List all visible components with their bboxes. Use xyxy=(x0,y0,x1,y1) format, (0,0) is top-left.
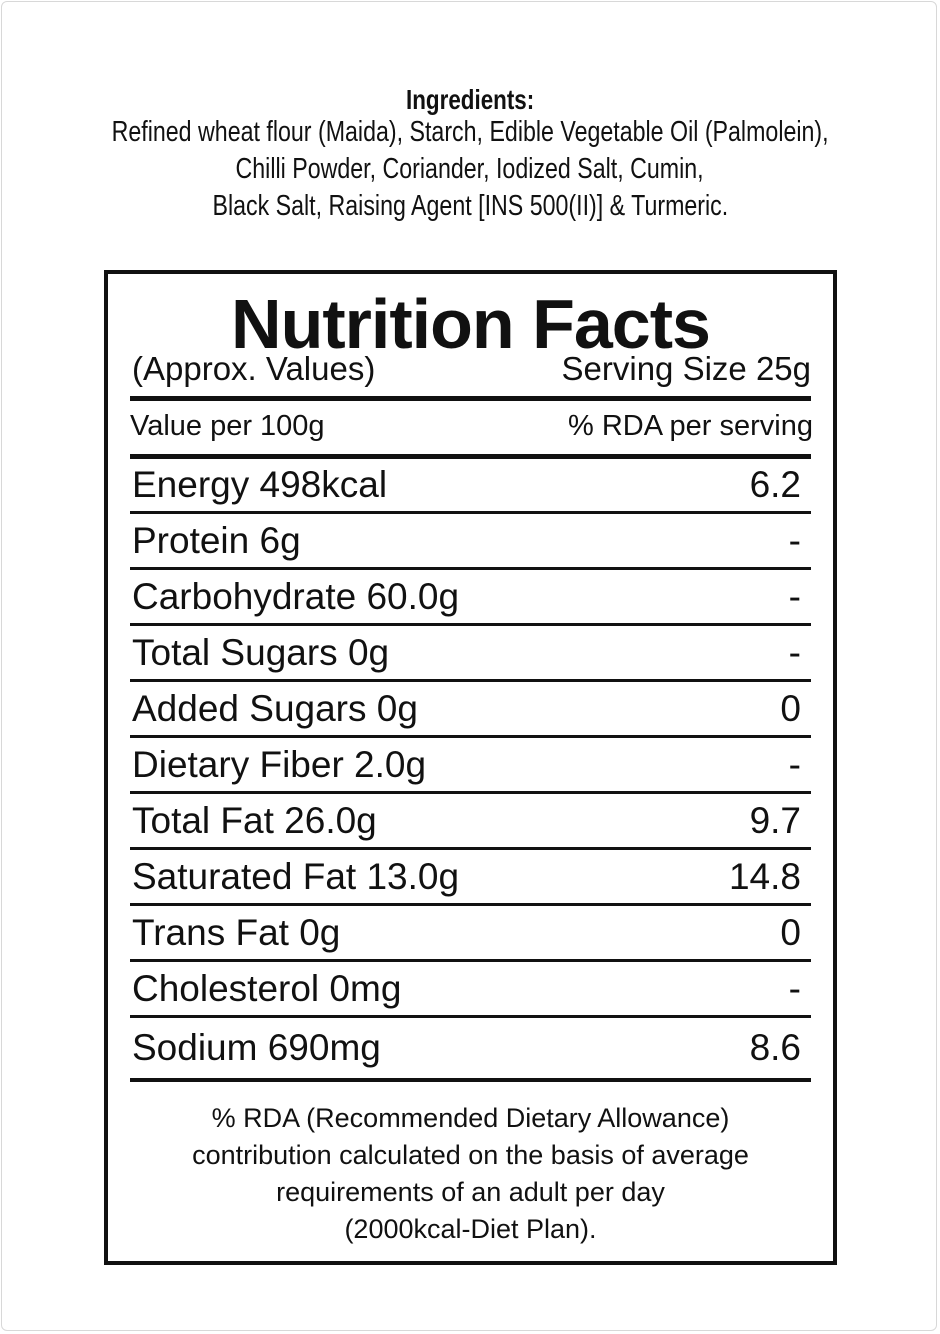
footnote-line: (2000kcal-Diet Plan). xyxy=(344,1214,597,1244)
column-header: Value per 100g % RDA per serving xyxy=(130,410,813,443)
column-header-value: Value per 100g xyxy=(130,410,325,442)
approx-values-label: (Approx. Values) xyxy=(132,350,376,387)
nutrition-title: Nutrition Facts xyxy=(231,285,711,363)
table-row: Saturated Fat 13.0g 14.8 xyxy=(130,850,811,906)
nutrient-label: Saturated Fat 13.0g xyxy=(132,855,460,897)
nutrient-rda: 8.6 xyxy=(749,1027,801,1068)
nutrition-facts-panel: Nutrition Facts (Approx. Values) Serving… xyxy=(104,270,837,1265)
nutrient-label: Trans Fat 0g xyxy=(132,911,341,953)
nutrient-rda: 0 xyxy=(780,911,801,953)
nutrient-label: Dietary Fiber 2.0g xyxy=(132,743,427,785)
nutrient-label: Sodium 690mg xyxy=(132,1027,381,1068)
divider-thick xyxy=(130,454,811,459)
column-header-rda: % RDA per serving xyxy=(568,410,813,442)
rda-footnote: % RDA (Recommended Dietary Allowance) co… xyxy=(108,1100,833,1248)
footnote-line: requirements of an adult per day xyxy=(276,1177,665,1207)
ingredients-text: Black Salt, Raising Agent [INS 500(II)] … xyxy=(212,190,728,222)
table-row: Cholesterol 0mg - xyxy=(130,962,811,1018)
nutrient-label: Total Sugars 0g xyxy=(132,631,390,673)
nutrient-label: Energy 498kcal xyxy=(132,463,388,505)
nutrient-label: Carbohydrate 60.0g xyxy=(132,575,460,617)
table-row: Carbohydrate 60.0g - xyxy=(130,570,811,626)
ingredients-line: Refined wheat flour (Maida), Starch, Edi… xyxy=(0,116,940,149)
nutrient-rda: 14.8 xyxy=(728,855,801,897)
nutrient-rda: - xyxy=(788,631,801,673)
footnote-line: contribution calculated on the basis of … xyxy=(192,1140,749,1170)
serving-size: Serving Size 25g xyxy=(561,350,811,387)
nutrient-table: Energy 498kcal 6.2 Protein 6g - Carbohydra… xyxy=(130,458,811,1082)
table-row: Protein 6g - xyxy=(130,514,811,570)
nutrient-rda: 0 xyxy=(780,687,801,729)
nutrient-label: Cholesterol 0mg xyxy=(132,967,402,1009)
nutrient-rda: - xyxy=(788,575,801,617)
ingredients-line: Black Salt, Raising Agent [INS 500(II)] … xyxy=(0,190,940,223)
nutrient-label: Protein 6g xyxy=(132,519,301,561)
ingredients-text: Refined wheat flour (Maida), Starch, Edi… xyxy=(111,116,829,148)
divider-thick xyxy=(130,396,811,401)
nutrient-rda: - xyxy=(788,743,801,785)
table-row: Trans Fat 0g 0 xyxy=(130,906,811,962)
serving-info: (Approx. Values) Serving Size 25g xyxy=(132,350,811,388)
table-row: Energy 498kcal 6.2 xyxy=(130,458,811,514)
nutrient-rda: 9.7 xyxy=(749,799,801,841)
nutrient-label: Added Sugars 0g xyxy=(132,687,418,729)
table-row: Total Fat 26.0g 9.7 xyxy=(130,794,811,850)
nutrient-rda: - xyxy=(788,967,801,1009)
table-row: Total Sugars 0g - xyxy=(130,626,811,682)
table-row: Added Sugars 0g 0 xyxy=(130,682,811,738)
ingredients-line: Chilli Powder, Coriander, Iodized Salt, … xyxy=(0,153,940,186)
ingredients-text: Chilli Powder, Coriander, Iodized Salt, … xyxy=(235,153,705,185)
nutrient-label: Total Fat 26.0g xyxy=(132,799,377,841)
ingredients-heading: Ingredients: xyxy=(405,84,535,115)
nutrient-rda: 6.2 xyxy=(749,463,801,505)
table-row: Sodium 690mg 8.6 xyxy=(130,1018,811,1082)
footnote-line: % RDA (Recommended Dietary Allowance) xyxy=(211,1103,730,1133)
nutrient-rda: - xyxy=(788,519,801,561)
ingredients-section: Ingredients: xyxy=(0,84,940,116)
table-row: Dietary Fiber 2.0g - xyxy=(130,738,811,794)
